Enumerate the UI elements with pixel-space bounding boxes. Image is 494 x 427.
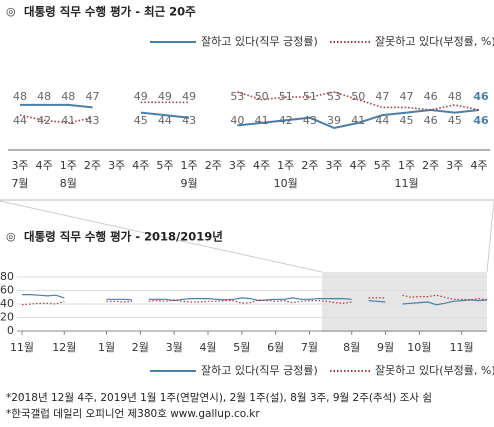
data-label: 48 (448, 90, 462, 103)
data-label: 50 (255, 90, 269, 103)
series-line (21, 294, 488, 306)
data-label: 48 (61, 90, 75, 103)
legend-label: 잘못하고 있다(부정률, %) (375, 363, 494, 377)
x-tick-label: 5주 (156, 159, 173, 172)
x-month-label: 8월 (60, 177, 77, 190)
chart-title: 대통령 직무 수행 평가 - 최근 20주 (24, 5, 196, 19)
data-label: 45 (400, 114, 414, 127)
legend-label: 잘못하고 있다(부정률, %) (375, 34, 494, 48)
data-label: 44 (375, 114, 389, 127)
x-tick-label: 3월 (166, 341, 183, 354)
data-label: 39 (327, 114, 341, 127)
data-label: 45 (448, 114, 462, 127)
data-label: 48 (37, 90, 51, 103)
x-tick-label: 4주 (36, 159, 53, 172)
x-month-label: 11월 (394, 177, 418, 190)
x-tick-label: 2주 (301, 159, 318, 172)
data-label: 49 (182, 90, 196, 103)
x-tick-label: 5주 (374, 159, 391, 172)
x-tick-label: 2월 (132, 341, 149, 354)
zoom-connector (0, 200, 323, 273)
x-tick-label: 11월 (10, 341, 34, 354)
data-label: 47 (85, 90, 99, 103)
x-tick-label: 3주 (229, 159, 246, 172)
x-month-label: 10월 (274, 177, 298, 190)
x-tick-label: 1주 (277, 159, 294, 172)
data-label: 41 (61, 114, 75, 127)
x-tick-label: 2주 (422, 159, 439, 172)
data-label: 41 (255, 114, 269, 127)
footnote: *한국갤럽 데일리 오피니언 제380호 www.gallup.co.kr (6, 407, 260, 420)
chart-title: 대통령 직무 수행 평가 - 2018/2019년 (24, 230, 223, 244)
x-month-label: 9월 (181, 177, 198, 190)
series-line (22, 294, 488, 306)
x-tick-label: 3주 (446, 159, 463, 172)
data-label: 46 (424, 114, 438, 127)
zoom-connector (486, 200, 494, 273)
legend-label: 잘하고 있다(직무 긍정률) (201, 363, 318, 377)
x-tick-label: 5월 (233, 341, 250, 354)
icon: ◎ (6, 230, 16, 243)
x-tick-label: 11월 (450, 341, 474, 354)
data-label: 46 (424, 90, 438, 103)
y-tick-label: 80 (0, 270, 14, 283)
series-line (19, 91, 480, 124)
x-tick-label: 2주 (205, 159, 222, 172)
x-tick-label: 4주 (350, 159, 367, 172)
data-label: 49 (158, 90, 172, 103)
data-label: 45 (134, 114, 148, 127)
data-label: 48 (13, 90, 27, 103)
data-label: 42 (279, 114, 293, 127)
x-tick-label: 12월 (52, 341, 76, 354)
y-tick-label: 60 (0, 284, 14, 297)
data-label: 53 (230, 90, 244, 103)
x-tick-label: 1주 (181, 159, 198, 172)
footnote: *2018년 12월 4주, 2019년 1월 1주(연말연시), 2월 1주(… (6, 392, 432, 404)
x-tick-label: 4주 (132, 159, 149, 172)
y-tick-label: 0 (7, 324, 14, 337)
data-label: 53 (327, 90, 341, 103)
data-label: 51 (279, 90, 293, 103)
x-tick-label: 1주 (60, 159, 77, 172)
x-tick-label: 1월 (98, 341, 115, 354)
data-label: 50 (351, 90, 365, 103)
icon: ◎ (6, 5, 16, 18)
y-tick-label: 20 (0, 311, 14, 324)
series-line (20, 103, 480, 130)
data-label: 42 (37, 114, 51, 127)
data-label: 44 (158, 114, 172, 127)
zoom-region (322, 272, 487, 332)
x-tick-label: 4주 (470, 159, 487, 172)
data-label: 46 (473, 90, 489, 103)
legend-label: 잘하고 있다(직무 긍정률) (201, 34, 318, 48)
x-tick-label: 9월 (377, 341, 394, 354)
data-label: 47 (400, 90, 414, 103)
x-tick-label: 1주 (398, 159, 415, 172)
data-label: 44 (13, 114, 27, 127)
x-tick-label: 7월 (301, 341, 318, 354)
data-label: 43 (182, 114, 196, 127)
x-month-label: 7월 (11, 177, 28, 190)
x-tick-label: 4월 (199, 341, 216, 354)
x-tick-label: 10월 (407, 341, 431, 354)
y-tick-label: 40 (0, 297, 14, 310)
x-tick-label: 2주 (84, 159, 101, 172)
x-tick-label: 4주 (253, 159, 270, 172)
data-label: 43 (85, 114, 99, 127)
x-tick-label: 6월 (267, 341, 284, 354)
x-tick-label: 3주 (325, 159, 342, 172)
x-tick-label: 8월 (343, 341, 360, 354)
data-label: 40 (230, 114, 244, 127)
data-label: 49 (134, 90, 148, 103)
x-tick-label: 3주 (108, 159, 125, 172)
data-label: 47 (375, 90, 389, 103)
x-tick-label: 3주 (11, 159, 28, 172)
data-label: 43 (303, 114, 317, 127)
data-label: 51 (303, 90, 317, 103)
data-label: 41 (351, 114, 365, 127)
data-label: 46 (473, 114, 489, 127)
